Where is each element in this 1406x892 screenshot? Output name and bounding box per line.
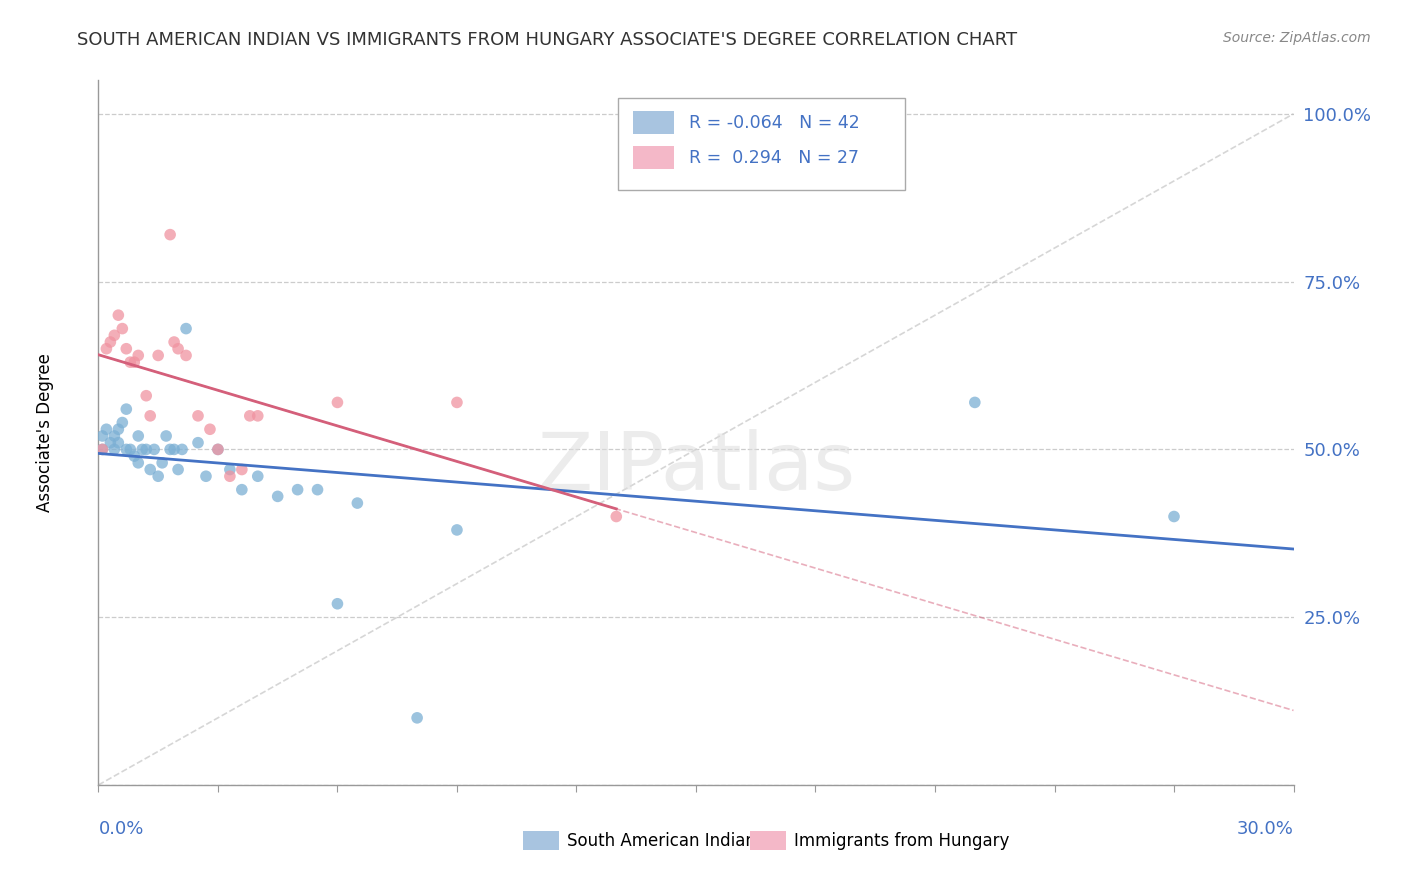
Point: [115, 402, 138, 417]
Point: [159, 442, 181, 457]
Text: SOUTH AMERICAN INDIAN VS IMMIGRANTS FROM HUNGARY ASSOCIATE'S DEGREE CORRELATION : SOUTH AMERICAN INDIAN VS IMMIGRANTS FROM…: [77, 31, 1018, 49]
Point: [246, 409, 269, 423]
Point: [605, 509, 627, 524]
Point: [115, 442, 138, 457]
Point: [98, 334, 122, 349]
Point: [219, 469, 242, 483]
Point: [198, 422, 221, 436]
Point: [346, 496, 368, 510]
Point: [131, 442, 153, 457]
Point: [96, 342, 118, 356]
Point: [167, 342, 190, 356]
Point: [91, 442, 114, 457]
Point: [127, 456, 149, 470]
Point: [103, 442, 125, 457]
Bar: [633, 146, 675, 169]
Point: [195, 469, 218, 483]
Text: 30.0%: 30.0%: [1237, 821, 1294, 838]
Point: [172, 442, 194, 457]
Point: [148, 469, 170, 483]
Point: [148, 348, 170, 362]
Bar: [633, 111, 675, 134]
Text: 0.0%: 0.0%: [98, 821, 143, 838]
Point: [219, 462, 242, 476]
Point: [163, 442, 186, 457]
Point: [163, 334, 186, 349]
Point: [96, 422, 118, 436]
Point: [174, 321, 197, 335]
Point: [187, 409, 209, 423]
Point: [135, 389, 157, 403]
Point: [143, 442, 166, 457]
Point: [207, 442, 229, 457]
Point: [111, 321, 134, 335]
Point: [124, 355, 146, 369]
FancyBboxPatch shape: [619, 98, 905, 189]
Bar: [749, 830, 786, 850]
Point: [91, 429, 114, 443]
Point: [107, 435, 129, 450]
Point: [406, 711, 429, 725]
Point: [1163, 509, 1185, 524]
Point: [120, 442, 142, 457]
Point: [107, 308, 129, 322]
Text: South American Indians: South American Indians: [567, 832, 765, 850]
Point: [326, 395, 349, 409]
Point: [139, 409, 162, 423]
Text: Immigrants from Hungary: Immigrants from Hungary: [794, 832, 1010, 850]
Point: [103, 429, 125, 443]
Point: [159, 227, 181, 242]
Point: [231, 462, 253, 476]
Point: [167, 462, 190, 476]
Point: [207, 442, 229, 457]
Point: [174, 348, 197, 362]
Point: [239, 409, 262, 423]
Point: [446, 523, 468, 537]
Point: [120, 355, 142, 369]
Point: [127, 429, 149, 443]
Point: [246, 469, 269, 483]
Point: [103, 328, 125, 343]
Point: [231, 483, 253, 497]
Point: [187, 435, 209, 450]
Point: [139, 462, 162, 476]
Point: [307, 483, 329, 497]
Point: [155, 429, 177, 443]
Point: [287, 483, 309, 497]
Text: ZIPatlas: ZIPatlas: [537, 429, 855, 507]
Point: [115, 342, 138, 356]
Point: [446, 395, 468, 409]
Point: [135, 442, 157, 457]
Text: Associate's Degree: Associate's Degree: [35, 353, 53, 512]
Point: [963, 395, 986, 409]
Text: R =  0.294   N = 27: R = 0.294 N = 27: [689, 149, 859, 167]
Point: [124, 449, 146, 463]
Text: R = -0.064   N = 42: R = -0.064 N = 42: [689, 113, 859, 131]
Point: [326, 597, 349, 611]
Point: [150, 456, 173, 470]
Point: [107, 422, 129, 436]
Point: [127, 348, 149, 362]
Text: Source: ZipAtlas.com: Source: ZipAtlas.com: [1223, 31, 1371, 45]
Point: [91, 442, 114, 457]
Point: [98, 435, 122, 450]
Point: [267, 489, 290, 503]
Bar: [523, 830, 558, 850]
Point: [111, 416, 134, 430]
